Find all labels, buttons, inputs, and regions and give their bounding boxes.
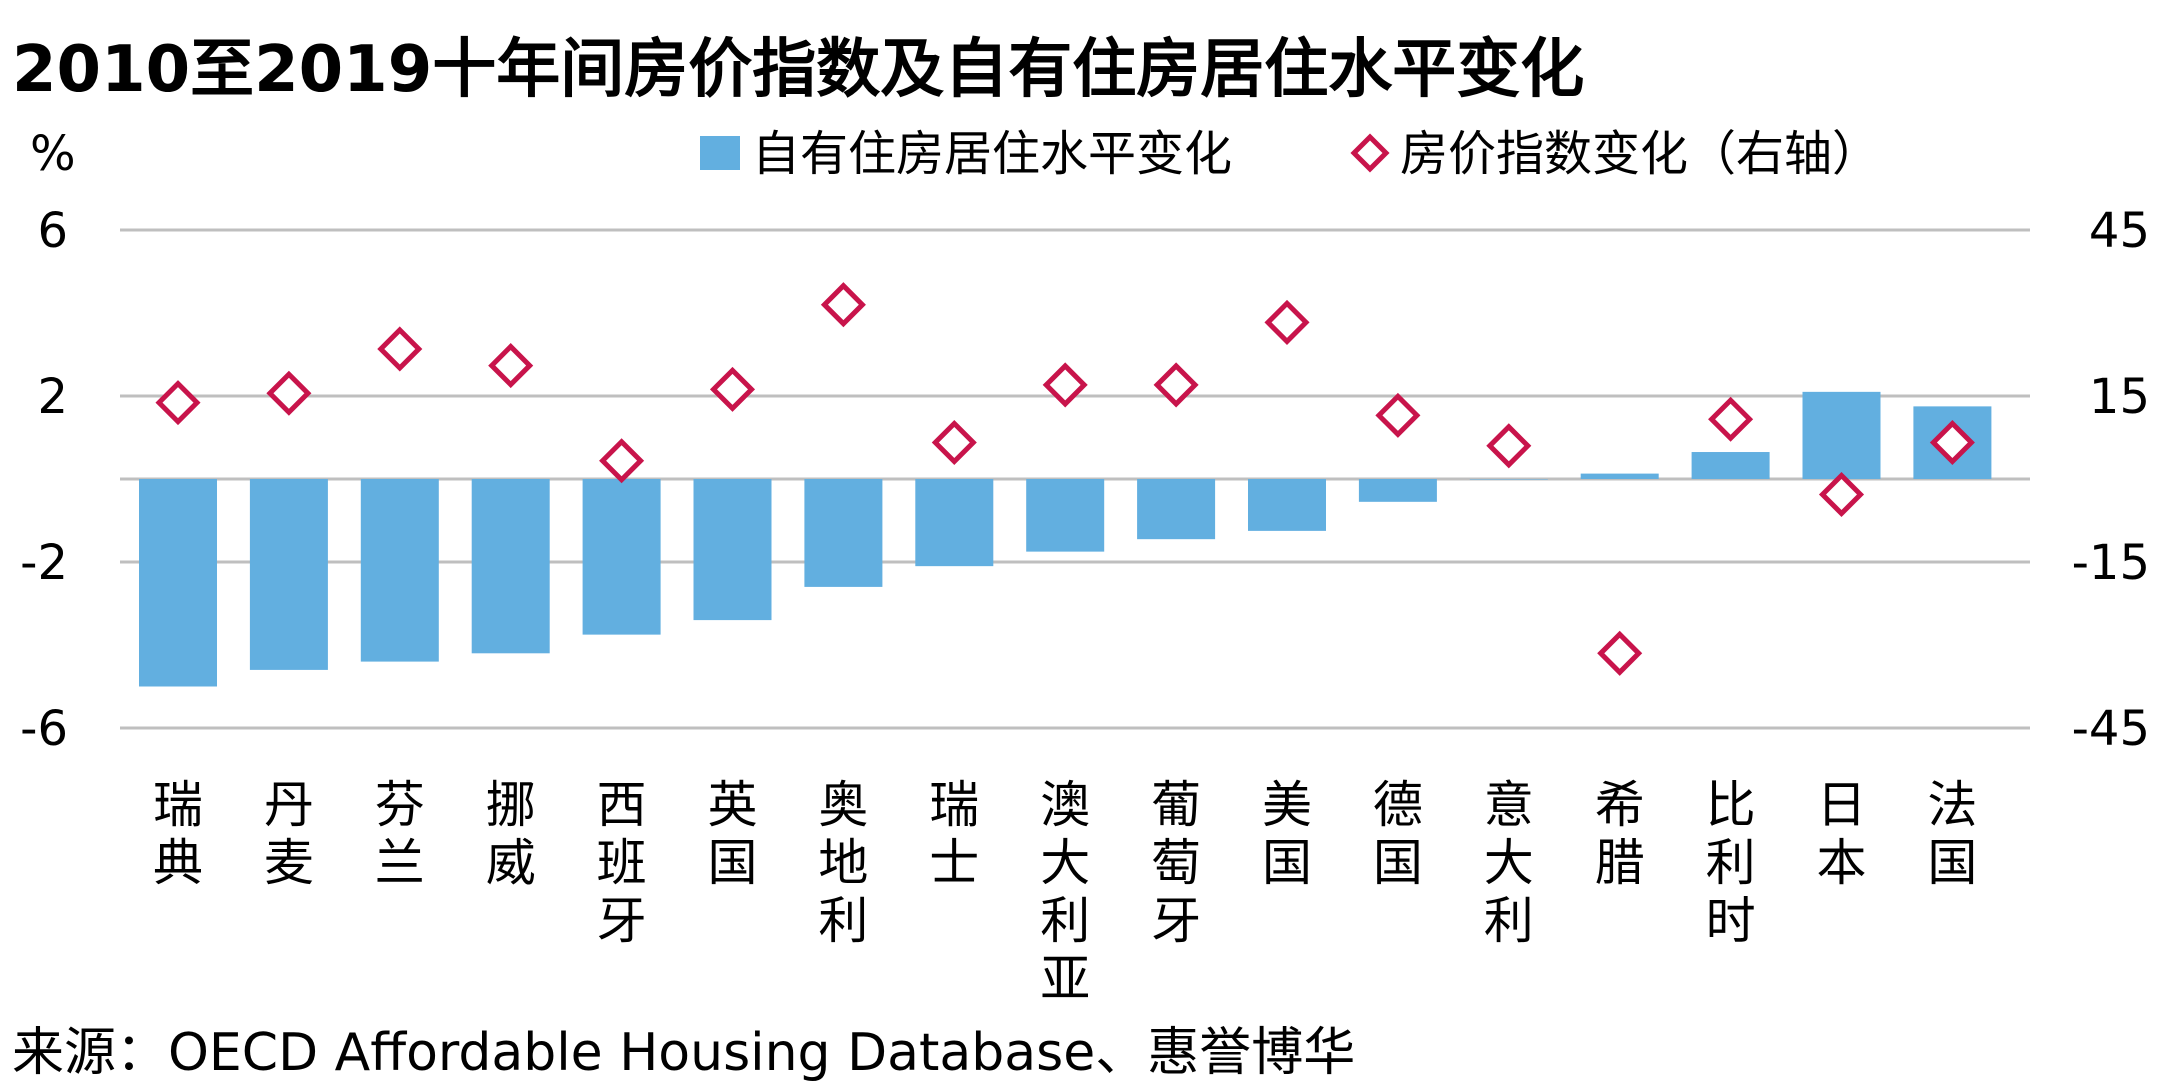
marker: [266, 370, 312, 416]
category-label: 葡萄牙: [1151, 776, 1201, 950]
marker: [1818, 471, 1865, 518]
right-tick-label: -45: [2072, 701, 2150, 757]
right-axis-ticks: 45 15 -15 -45: [2072, 203, 2150, 757]
right-tick-label: 15: [2089, 369, 2150, 425]
bar: [249, 479, 328, 670]
left-tick-label: -6: [20, 701, 68, 757]
category-label: 法国: [1927, 776, 1977, 892]
category-label: 西班牙: [597, 776, 647, 950]
category-label: 比利时: [1706, 776, 1756, 950]
bar: [1248, 479, 1326, 531]
legend-label-marker: 房价指数变化（右轴）: [1400, 126, 1880, 182]
bar: [1358, 479, 1437, 502]
marker: [820, 282, 866, 328]
right-tick-label: -15: [2072, 535, 2150, 591]
bar: [804, 479, 883, 587]
legend-label-bar: 自有住房居住水平变化: [752, 126, 1232, 182]
left-tick-label: -2: [20, 535, 68, 591]
bar: [1137, 479, 1216, 540]
category-label: 挪威: [486, 776, 536, 892]
bar: [1026, 479, 1105, 552]
marker: [931, 419, 977, 466]
category-label: 美国: [1262, 776, 1312, 892]
marker: [488, 343, 534, 389]
marker: [1153, 362, 1199, 408]
bar: [693, 479, 772, 621]
chart-title: 2010至2019十年间房价指数及自有住房居住水平变化: [12, 33, 1585, 107]
chart-source: 来源：OECD Affordable Housing Database、惠誉博华: [12, 1023, 1356, 1083]
left-tick-label: 2: [37, 369, 68, 425]
bar: [1469, 479, 1548, 480]
marker: [1597, 630, 1643, 676]
left-axis-ticks: 6 2 -2 -6: [20, 203, 68, 757]
marker: [599, 438, 645, 484]
category-label: 意大利: [1484, 776, 1534, 950]
left-tick-label: 6: [37, 203, 68, 259]
bar: [915, 479, 994, 567]
bar: [471, 479, 550, 654]
marker: [709, 366, 756, 412]
category-label: 希腊: [1595, 776, 1645, 892]
bar: [582, 479, 661, 635]
category-label: 澳大利亚: [1040, 776, 1090, 1000]
category-label: 丹麦: [264, 776, 314, 892]
category-label: 日本: [1817, 776, 1867, 892]
bar: [1802, 391, 1881, 479]
marker: [155, 380, 201, 426]
bar-series: [139, 391, 1992, 687]
legend-swatch-marker: [1350, 133, 1390, 173]
y-axis-unit: %: [30, 126, 76, 182]
marker: [1042, 362, 1088, 408]
marker: [1375, 392, 1421, 438]
marker: [1708, 396, 1754, 442]
bar: [1691, 452, 1770, 479]
marker: [1929, 419, 1975, 466]
category-label: 英国: [708, 776, 758, 892]
marker: [377, 326, 423, 372]
category-label: 德国: [1373, 776, 1423, 892]
marker: [1264, 299, 1310, 345]
legend-swatch-bar: [700, 136, 740, 170]
marker: [1486, 423, 1532, 469]
bar: [360, 479, 439, 662]
marker-series: [155, 282, 1975, 676]
bar: [1580, 473, 1659, 479]
category-label: 奥地利: [818, 776, 868, 950]
category-label: 瑞典: [153, 776, 203, 892]
right-tick-label: 45: [2089, 203, 2150, 259]
bar: [139, 479, 217, 687]
legend: 自有住房居住水平变化 房价指数变化（右轴）: [700, 126, 1880, 182]
category-label: 瑞士: [929, 776, 979, 892]
category-label: 芬兰: [375, 776, 425, 892]
